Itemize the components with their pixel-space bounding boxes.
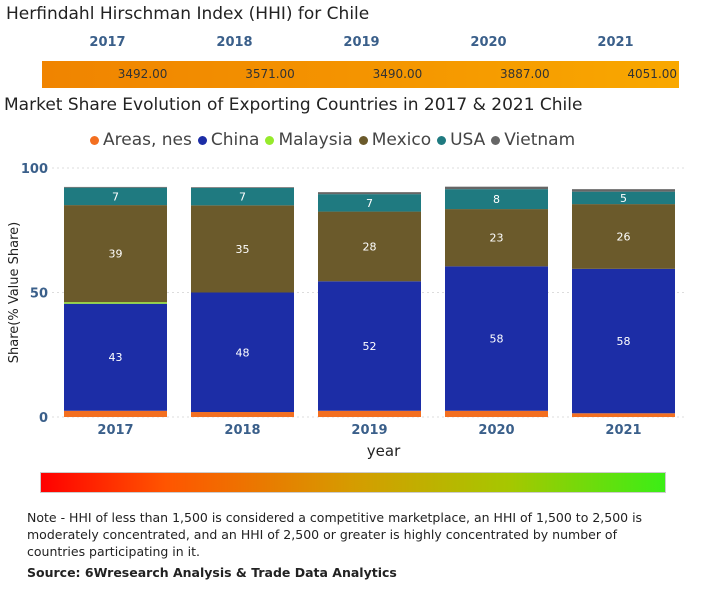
hhi-year: 2021 [597,35,634,50]
legend-item-malaysia[interactable]: Malaysia [265,130,353,150]
bar-data-label: 43 [109,351,123,364]
x-tick-label: 2018 [224,423,260,438]
legend-item-china[interactable]: China [197,130,260,150]
chart-bars: 43 39 7 48 35 7 52 28 7 58 23 8 58 26 5 [64,186,675,417]
hhi-title: Herfindahl Hirschman Index (HHI) for Chi… [6,4,370,24]
bar-data-label: 28 [363,240,377,253]
footer-source: Source: 6Wresearch Analysis & Trade Data… [27,565,397,580]
legend-label: Malaysia [278,130,353,150]
bar-segment [318,211,421,282]
x-axis-title: year [367,442,401,460]
bar-segment [318,410,421,417]
chart-axes: 0 50 100 Share(% Value Share) year 2017 2018 20… [7,162,642,460]
legend-item-vietnam[interactable]: Vietnam [491,130,575,150]
x-tick-label: 2019 [351,423,387,438]
legend-item-areas[interactable]: Areas, nes [90,130,192,150]
bar-segment [64,187,167,206]
x-tick-label: 2021 [605,423,641,438]
hhi-value-bar: 3492.00 3571.00 3490.00 3887.00 4051.00 [42,61,679,88]
y-tick-label: 100 [21,162,48,177]
bar-segment [64,186,167,188]
legend-swatch [358,135,368,145]
bar-segment [572,191,675,205]
footer-note: Note - HHI of less than 1,500 is conside… [27,510,643,559]
bar-segment [191,412,294,417]
bar-segment [191,205,294,293]
x-tick-label: 2020 [478,423,514,438]
chart-title: Market Share Evolution of Exporting Coun… [4,95,583,115]
bar-segment [191,292,294,413]
hhi-year: 2017 [89,35,126,50]
legend-label: China [210,130,260,150]
bar-data-label: 52 [363,340,377,353]
y-axis-title: Share(% Value Share) [7,222,22,364]
legend-swatch [437,135,447,145]
bar-data-label: 58 [490,333,504,346]
y-tick-label: 0 [39,411,48,426]
bar-segment [318,194,421,212]
hhi-value: 4051.00 [627,67,678,81]
bar-segment [64,303,167,411]
bar-segment [445,189,548,210]
bar-data-label: 7 [239,191,246,204]
hhi-value: 3490.00 [372,67,423,81]
legend-swatch [265,135,275,145]
bar-data-label: 26 [617,230,631,243]
legend-swatch [197,135,207,145]
bar-segment [445,266,548,411]
bar-segment [572,189,675,192]
bar-segment [572,268,675,414]
legend-swatch [491,135,501,145]
hhi-color-scale [40,472,666,493]
bar-data-label: 5 [620,192,627,205]
hhi-year: 2019 [343,35,380,50]
bar-segment [445,410,548,417]
bar-segment [64,205,167,303]
bar-segment [572,413,675,417]
hhi-value: 3492.00 [117,67,168,81]
bar-data-label: 39 [109,248,123,261]
chart-legend: Areas, nes China Malaysia Mexico USA Vie… [90,128,581,152]
bar-data-label: 8 [493,193,500,206]
bar-segment [318,281,421,411]
legend-item-mexico[interactable]: Mexico [358,130,432,150]
bar-data-label: 7 [112,190,119,203]
legend-swatch [90,135,99,145]
hhi-year: 2018 [216,35,253,50]
bar-segment [318,192,421,195]
x-tick-label: 2017 [97,423,133,438]
bar-segment [445,209,548,267]
hhi-value: 3571.00 [245,67,295,81]
bar-segment [64,302,167,304]
hhi-year-row: 2017 2018 2019 2020 2021 [44,35,679,53]
bar-data-label: 23 [490,232,504,245]
bar-segment [572,204,675,269]
legend-label: Areas, nes [103,130,192,150]
legend-label: Mexico [371,130,432,150]
bar-segment [191,187,294,188]
bar-data-label: 58 [617,335,631,348]
legend-item-usa[interactable]: USA [437,130,485,150]
legend-label: Vietnam [504,130,576,150]
bar-segment [64,410,167,417]
stacked-bar-chart: 43 39 7 48 35 7 52 28 7 58 23 8 58 26 5 0 50 100 Share(% … [7,162,687,460]
bar-segment [445,186,548,190]
bar-data-label: 7 [366,197,373,210]
bar-segment [191,187,294,206]
bar-data-label: 35 [236,243,250,256]
bar-data-label: 48 [236,346,250,359]
hhi-year: 2020 [470,35,507,50]
y-tick-label: 50 [30,287,48,302]
legend-label: USA [450,130,486,150]
hhi-value: 3887.00 [500,67,550,81]
